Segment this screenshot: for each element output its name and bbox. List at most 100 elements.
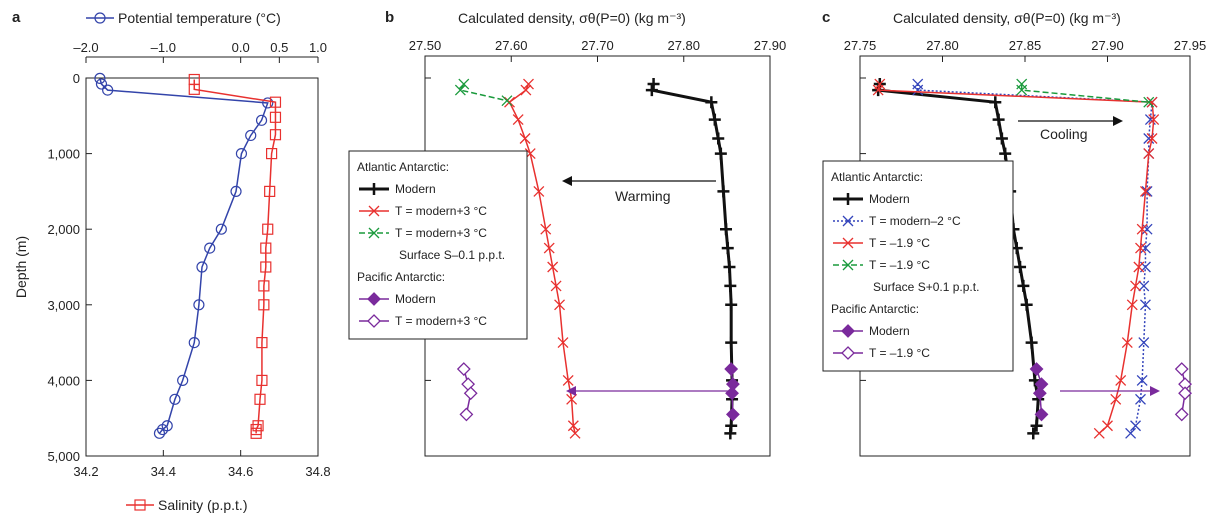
c-series-0-point (989, 96, 1002, 109)
a-series-1-point (269, 129, 282, 141)
x-tick-label: 27.70 (581, 38, 614, 53)
bottom-tick-label: 34.6 (228, 464, 253, 479)
c-legend-marker (842, 193, 854, 205)
b-series-0-point (725, 298, 738, 311)
c-legend-entry: Modern (869, 324, 910, 338)
y-tick-label: 1,000 (47, 147, 80, 162)
bottom-tick-label: 34.2 (73, 464, 98, 479)
a-series-0-point (193, 299, 205, 311)
panel-a-top-axis-label: Potential temperature (°C) (118, 10, 281, 26)
b-series-1-point (533, 185, 545, 197)
b-series-3-point (725, 386, 739, 401)
c-legend-marker (842, 259, 854, 271)
b-series-1-point (543, 242, 555, 254)
b-series-1-point (512, 114, 524, 126)
b-series-0-point (708, 113, 721, 126)
b-series-0-point (717, 185, 730, 198)
b-series-1-point (519, 133, 531, 144)
c-series-1-point (1130, 420, 1142, 432)
c-series-0-point (999, 147, 1012, 160)
b-legend-marker (367, 314, 381, 328)
b-series-4-point (459, 407, 474, 422)
c-series-0-point (1020, 298, 1033, 311)
b-legend-marker (368, 183, 380, 195)
top-tick-label: 0.0 (232, 40, 250, 55)
c-legend-entry: T = –1.9 °C (869, 258, 930, 272)
panel-label-a: a (12, 9, 21, 26)
a-series-1-point (250, 427, 262, 439)
a-series-0-point (177, 374, 189, 386)
c-legend-marker (841, 324, 855, 338)
x-tick-label: 27.90 (1091, 38, 1124, 53)
a-series-0-point (196, 261, 208, 273)
b-series-0-point (705, 96, 718, 109)
a-series-0-point (156, 423, 169, 436)
a-series-0-point (102, 84, 114, 96)
a-series-1-point (256, 337, 268, 349)
y-tick-label: 4,000 (47, 373, 80, 388)
c-legend-box (822, 160, 1014, 372)
b-series-1-point (540, 223, 552, 235)
b-series-0-line (649, 83, 734, 434)
b-series-0-point (721, 242, 734, 255)
b-series-1-point (557, 337, 569, 349)
c-series-5-point (1174, 407, 1189, 422)
b-series-3-point (725, 407, 740, 422)
c-series-2-point (874, 78, 886, 90)
y-tick-label: 0 (73, 71, 80, 86)
c-legend-header: Pacific Antarctic: (831, 302, 919, 316)
a-series-1-point (260, 261, 272, 273)
c-series-1-point (1141, 223, 1153, 235)
c-series-0-point (1030, 419, 1043, 432)
c-series-1-point (912, 84, 924, 96)
c-series-2-point (1130, 280, 1142, 292)
c-series-1-point (1141, 185, 1153, 197)
c-series-4-point (1032, 386, 1047, 401)
b-series-1-point (520, 84, 532, 96)
a-series-1-point (258, 280, 270, 292)
b-series-4-point (456, 362, 471, 376)
c-legend-sub: Surface S+0.1 p.p.t. (873, 280, 979, 294)
b-legend-entry: T = modern+3 °C (395, 314, 487, 328)
b-series-1-point (554, 299, 566, 311)
c-series-3-point (1143, 96, 1155, 108)
b-series-0-point (712, 132, 725, 145)
b-series-0-point (723, 261, 736, 273)
panel-label-c: c (822, 9, 830, 26)
y-tick-label: 2,000 (47, 222, 80, 237)
x-tick-label: 27.60 (495, 38, 528, 53)
a-series-1-point (260, 242, 272, 254)
c-series-1-point (1138, 280, 1150, 292)
c-series-2-point (872, 84, 884, 96)
x-tick-label: 27.75 (844, 38, 877, 53)
a-series-0-point (245, 129, 257, 142)
c-series-1-point (1139, 242, 1151, 254)
a-series-0-point (230, 185, 242, 197)
b-series-1-point (566, 393, 578, 405)
c-legend-header: Atlantic Antarctic: (831, 170, 923, 184)
a-series-0-point (169, 393, 181, 405)
pacific-cooling-arrow (1060, 386, 1160, 396)
top-tick-label: –2.0 (73, 40, 98, 55)
panel-label-b: b (385, 9, 394, 26)
c-series-0-point (1014, 261, 1027, 273)
b-series-0-point (725, 336, 738, 349)
b-series-1-point (547, 261, 559, 273)
b-series-0-point (724, 427, 737, 440)
panel-c-xlabel: Calculated density, σθ(P=0) (kg m⁻³) (893, 10, 1121, 26)
c-series-2-point (1143, 148, 1155, 160)
b-series-1-point (504, 96, 515, 108)
x-tick-label: 27.85 (1009, 38, 1042, 53)
c-series-1-point (1138, 337, 1150, 349)
panel-a-bottom-axis-label: Salinity (p.p.t.) (158, 497, 247, 513)
a-series-1-point (269, 96, 282, 108)
panel-c: Calculated density, σθ(P=0) (kg m⁻³) 27.… (822, 10, 1206, 457)
c-series-2-point (1115, 374, 1127, 386)
cooling-annotation: Cooling (1040, 126, 1087, 142)
b-legend-entry: Modern (395, 182, 436, 196)
c-series-2-point (1126, 299, 1138, 311)
c-series-2-point (1133, 261, 1145, 273)
b-series-1-point (523, 78, 534, 90)
a-series-1-point (256, 374, 268, 386)
